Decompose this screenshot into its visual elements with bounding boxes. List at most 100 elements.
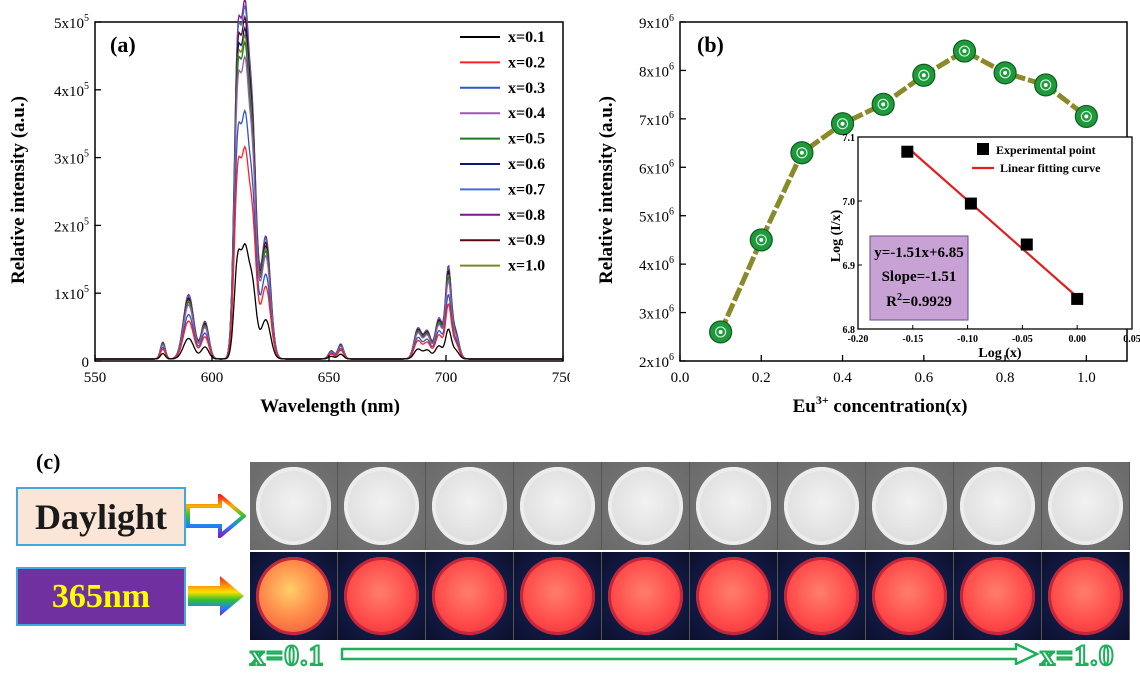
uv-sample-photo — [690, 552, 778, 640]
inset-ytick-label: 7.1 — [843, 133, 856, 144]
series-line-x=0.7 — [95, 4, 563, 360]
chart-a-ytick-label: 3x105 — [54, 149, 89, 168]
concentration-point — [709, 320, 733, 344]
sample-disc — [344, 467, 419, 545]
legend-label: x=0.3 — [508, 80, 545, 97]
series-line-x=0.1 — [95, 242, 563, 360]
daylight-sample-photo — [514, 462, 602, 550]
concentration-arrow-icon — [340, 643, 1040, 665]
sample-disc-glowing — [696, 557, 771, 635]
chart-b-ytick-label: 6x106 — [639, 158, 674, 177]
chart-a-ytick-label: 0 — [82, 355, 90, 371]
fit-annotation-box — [869, 235, 969, 321]
uv-sample-photo — [1042, 552, 1130, 640]
inset-legend-label: Experimental point — [996, 143, 1096, 157]
daylight-sample-photo — [778, 462, 866, 550]
chart-b-frame — [679, 21, 1128, 362]
sample-disc-glowing — [344, 557, 419, 635]
fit-equation: y=-1.51x+6.85 — [874, 245, 964, 261]
chart-a-ylabel: Relative intensity (a.u.) — [8, 96, 29, 284]
inset-xlabel: Log (x) — [978, 346, 1022, 361]
daylight-sample-photo — [1042, 462, 1130, 550]
concentration-point — [749, 228, 773, 252]
chart-a-ytick-label: 4x105 — [54, 81, 89, 100]
inset-legend-square — [977, 143, 989, 155]
inset-chart: -0.20 -0.15 -0.10 -0.05 0.00 0.05 6.8 6.9 7.0 7.1… — [829, 133, 1140, 361]
sample-disc — [784, 467, 859, 545]
fit-line — [906, 146, 1078, 298]
concentration-point — [952, 39, 977, 63]
chart-b-ytick-label: 8x106 — [639, 61, 674, 80]
legend-label: x=0.4 — [508, 105, 545, 122]
chart-a-xtick-label: 650 — [318, 370, 341, 386]
inset-xtick-label: 0.05 — [1123, 334, 1140, 345]
concentration-start-label: x=0.1 — [249, 638, 325, 673]
chart-a-frame — [94, 21, 564, 362]
chart-b-ytick-label: 4x106 — [639, 255, 674, 274]
panel-c-label: (c) — [36, 449, 61, 474]
daylight-arrow-icon — [186, 494, 246, 538]
uv-label: 365nm — [51, 577, 151, 615]
chart-a-xtick-label: 700 — [435, 370, 458, 386]
sample-disc-glowing — [872, 557, 947, 635]
uv-sample-photo — [426, 552, 514, 640]
chart-a-xtick-label: 600 — [201, 370, 224, 386]
chart-a-xtick-label: 750 — [552, 370, 570, 386]
concentration-line — [718, 48, 1088, 333]
chart-b-ytick-label: 2x106 — [639, 352, 674, 371]
daylight-sample-photo — [250, 462, 338, 550]
inset-frame — [857, 136, 1133, 330]
daylight-sample-photo — [338, 462, 426, 550]
legend-label: x=0.8 — [508, 207, 545, 224]
series-line-x=0.6 — [95, 25, 563, 360]
legend-label: x=0.2 — [508, 54, 545, 71]
sample-disc-glowing — [608, 557, 683, 635]
legend-label: x=0.6 — [508, 156, 545, 173]
daylight-label: Daylight — [34, 496, 167, 537]
concentration-point — [830, 112, 855, 136]
chart-b-xtick-label: 1.0 — [1077, 370, 1096, 386]
inset-xtick-label: -0.05 — [1012, 334, 1033, 345]
chart-a-xlabel: Wavelength (nm) — [260, 396, 400, 417]
uv-sample-photo — [866, 552, 954, 640]
chart-b-xlabel: Eu3+ concentration(x) — [793, 393, 968, 417]
chart-a-panel-label: (a) — [110, 32, 136, 57]
series-line-x=1.0 — [95, 32, 563, 360]
inset-ylabel: Log (I/x) — [829, 209, 844, 262]
sample-disc-glowing — [520, 557, 595, 635]
inset-legend-label: Linear fitting curve — [1000, 161, 1101, 175]
chart-a-ytick-label: 5x105 — [54, 13, 89, 32]
chart-b-xtick-label: 0.0 — [671, 370, 690, 386]
series-line-x=0.2 — [95, 145, 563, 360]
sample-disc — [608, 467, 683, 545]
chart-b-xtick-label: 0.8 — [996, 370, 1015, 386]
sample-disc — [960, 467, 1035, 545]
series-line-x=0.3 — [95, 109, 563, 360]
sample-disc-glowing — [432, 557, 507, 635]
sample-disc — [696, 467, 771, 545]
uv-sample-photo — [338, 552, 426, 640]
uv-sample-photo — [514, 552, 602, 640]
daylight-sample-photo — [866, 462, 954, 550]
legend-label: x=0.7 — [508, 181, 545, 198]
uv-sample-photo — [250, 552, 338, 640]
uv-photo-row — [250, 552, 1130, 640]
series-line-x=0.5 — [95, 40, 563, 360]
legend-label: x=0.9 — [508, 232, 545, 249]
inset-ytick-label: 6.8 — [843, 325, 856, 336]
daylight-photo-row — [250, 462, 1130, 550]
inset-xtick-label: -0.15 — [902, 334, 923, 345]
daylight-sample-photo — [954, 462, 1042, 550]
concentration-point — [912, 63, 936, 87]
uv-sample-photo — [954, 552, 1042, 640]
chart-b-ytick-label: 7x106 — [639, 110, 674, 129]
concentration-point — [871, 92, 895, 116]
fit-r-squared: R2=0.9929 — [886, 292, 952, 310]
concentration-point — [1034, 73, 1058, 97]
sample-disc-glowing — [256, 557, 331, 635]
experimental-point — [964, 197, 977, 210]
uv-arrow-icon — [188, 576, 244, 616]
chart-b-panel-label: (b) — [697, 32, 724, 57]
sample-disc — [872, 467, 947, 545]
inset-xtick-label: -0.20 — [848, 334, 869, 345]
